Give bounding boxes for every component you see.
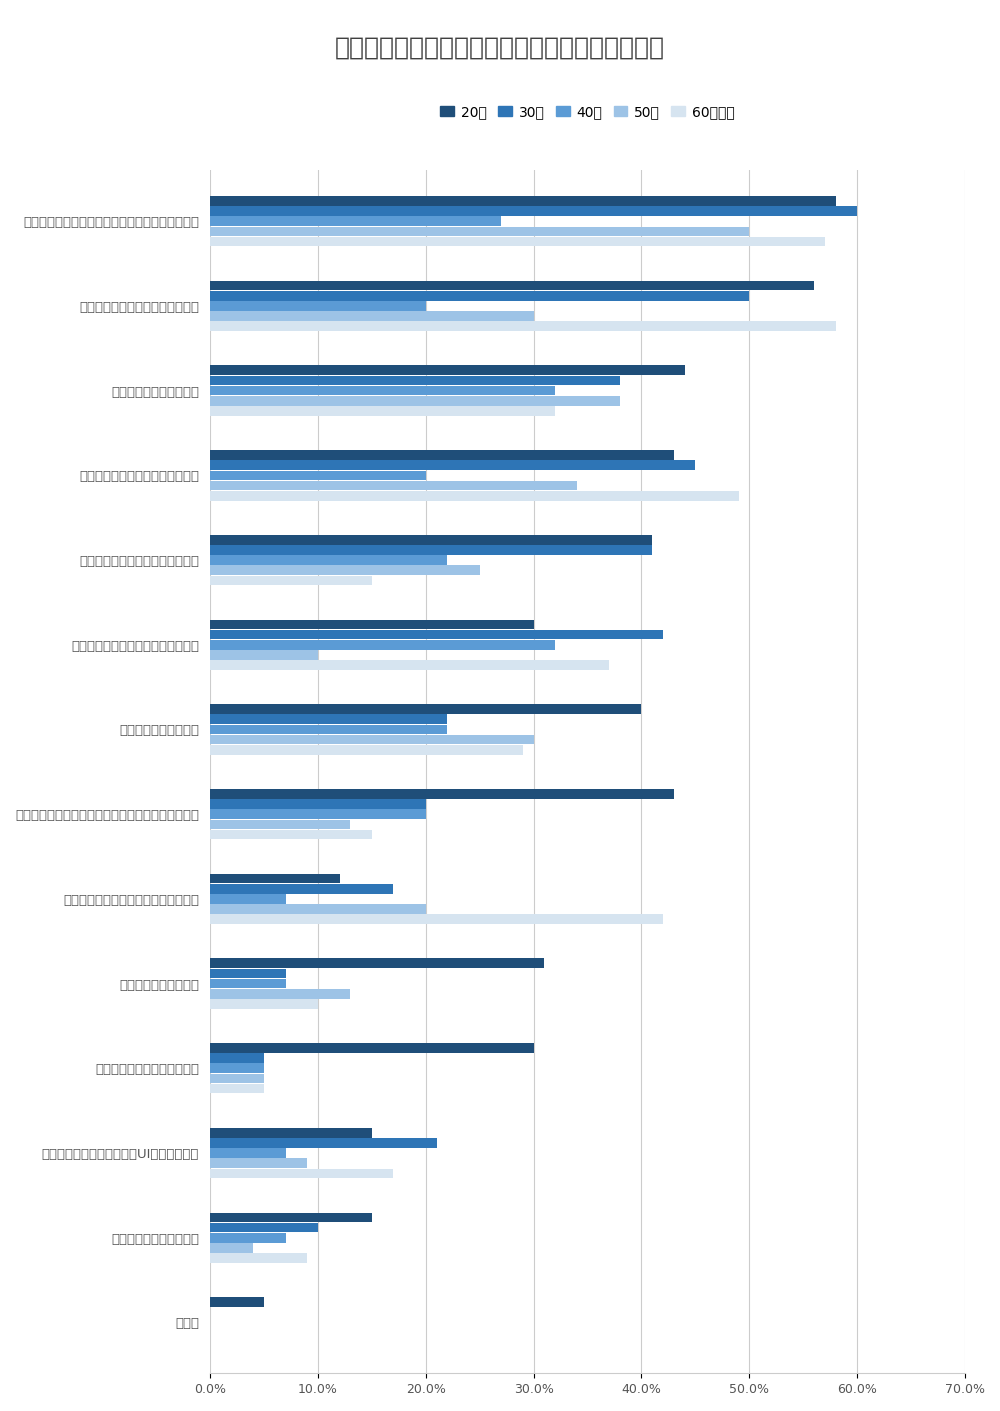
Bar [210, 1212, 372, 1222]
Bar [210, 650, 318, 660]
Bar [210, 375, 620, 385]
Bar [210, 216, 501, 226]
Bar [210, 281, 814, 291]
Bar [210, 1243, 253, 1253]
Bar [210, 1297, 264, 1307]
Bar [210, 895, 286, 903]
Bar [210, 810, 426, 818]
Bar [210, 365, 685, 375]
Bar [210, 406, 555, 416]
Bar [210, 460, 695, 470]
Bar [210, 1084, 264, 1094]
Bar [210, 196, 836, 206]
Bar [210, 1149, 286, 1158]
Bar [210, 619, 534, 629]
Bar [210, 470, 426, 480]
Bar [210, 312, 534, 320]
Bar [210, 904, 426, 914]
Bar [210, 291, 749, 301]
Text: 【年代別】コミュニケーションツール利用の課題: 【年代別】コミュニケーションツール利用の課題 [335, 35, 665, 59]
Bar [210, 450, 674, 460]
Bar [210, 799, 426, 809]
Bar [210, 968, 286, 978]
Bar [210, 566, 480, 576]
Bar [210, 1139, 437, 1147]
Bar [210, 1253, 307, 1263]
Bar [210, 301, 426, 310]
Bar [210, 1158, 307, 1168]
Bar [210, 629, 663, 639]
Bar [210, 641, 555, 649]
Bar [210, 830, 372, 840]
Bar [210, 979, 286, 989]
Bar [210, 481, 577, 491]
Bar [210, 1074, 264, 1084]
Bar [210, 704, 641, 714]
Bar [210, 1043, 534, 1053]
Bar [210, 989, 350, 999]
Bar [210, 1223, 318, 1232]
Bar [210, 1168, 393, 1178]
Bar [210, 206, 857, 216]
Bar [210, 322, 836, 332]
Bar [210, 1054, 264, 1062]
Bar [210, 883, 393, 893]
Bar [210, 576, 372, 586]
Legend: 20代, 30代, 40代, 50代, 60代以上: 20代, 30代, 40代, 50代, 60代以上 [435, 99, 741, 124]
Bar [210, 660, 609, 670]
Bar [210, 820, 350, 830]
Bar [210, 491, 739, 501]
Bar [210, 237, 825, 247]
Bar [210, 1233, 286, 1243]
Bar [210, 725, 447, 734]
Bar [210, 745, 523, 755]
Bar [210, 556, 447, 564]
Bar [210, 999, 318, 1009]
Bar [210, 385, 555, 395]
Bar [210, 873, 340, 883]
Bar [210, 227, 749, 236]
Bar [210, 1127, 372, 1137]
Bar [210, 535, 652, 545]
Bar [210, 545, 652, 555]
Bar [210, 714, 447, 724]
Bar [210, 789, 674, 799]
Bar [210, 1064, 264, 1074]
Bar [210, 914, 663, 924]
Bar [210, 958, 544, 968]
Bar [210, 735, 534, 745]
Bar [210, 396, 620, 405]
